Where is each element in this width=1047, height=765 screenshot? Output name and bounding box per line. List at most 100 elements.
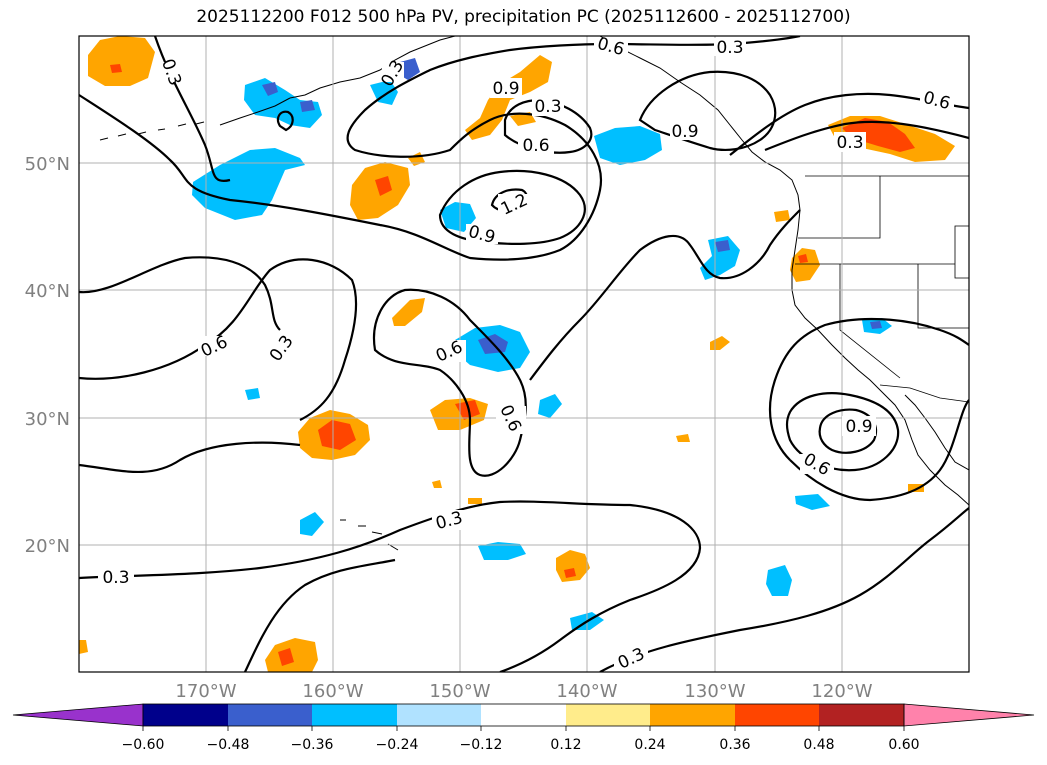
pv-contour (79, 36, 801, 261)
colorbar-tick: 0.36 (719, 737, 750, 753)
pv-contour (276, 110, 294, 132)
lon-label: 150°W (429, 681, 490, 702)
positive-anomaly-area (774, 210, 790, 222)
pv-contour (79, 500, 702, 672)
colorbar-segment (566, 704, 650, 726)
positive-anomaly-area (79, 640, 88, 654)
lon-label: 170°W (175, 681, 236, 702)
positive-anomaly-area (790, 248, 820, 282)
negative-anomaly-area (370, 80, 398, 105)
positive-anomaly-area (110, 64, 122, 73)
positive-anomaly-area (455, 400, 480, 420)
colorbar-tick: −0.60 (122, 737, 165, 753)
lon-label: 120°W (811, 681, 872, 702)
state-border (917, 264, 969, 329)
pv-contour (79, 258, 358, 421)
lon-label: 160°W (302, 681, 363, 702)
longitude-labels: 170°W 160°W 150°W 140°W 130°W 120°W (175, 681, 872, 702)
positive-anomaly-area (392, 298, 425, 326)
colorbar-tick: 0.12 (550, 737, 581, 753)
positive-anomaly-area (318, 420, 356, 450)
pv-contour (785, 392, 900, 472)
positive-anomaly-area (842, 118, 915, 152)
hawaii-islands (340, 519, 399, 551)
colorbar-tick: 0.24 (634, 737, 665, 753)
contour-label: 0.9 (845, 417, 872, 437)
contour-label: 0.9 (671, 122, 698, 142)
pv-contour (244, 558, 396, 672)
colorbar-segment (650, 704, 735, 726)
map-title: 2025112200 F012 500 hPa PV, precipitatio… (196, 7, 851, 27)
negative-anomaly-area (478, 542, 526, 560)
colorbar-tick: −0.36 (291, 737, 334, 753)
contour-label: 0.6 (522, 136, 549, 156)
colorbar-tick: 0.60 (888, 737, 919, 753)
baja-coastline (904, 394, 969, 471)
contour-label: 0.9 (492, 79, 519, 99)
state-border (954, 225, 969, 279)
pv-contour (789, 399, 969, 502)
colorbar-extend-high (903, 703, 1035, 727)
negative-anomaly-area (244, 78, 322, 128)
positive-anomaly-area (676, 434, 690, 442)
pv-contour (764, 120, 969, 152)
lat-label: 20°N (25, 536, 70, 557)
negative-anomaly-area (262, 82, 278, 96)
lat-label: 50°N (25, 154, 70, 175)
negative-anomaly-area (766, 565, 792, 596)
positive-anomaly-area (432, 480, 442, 488)
lat-label: 30°N (25, 409, 70, 430)
positive-anomaly-area (564, 568, 576, 578)
colorbar-tick: −0.12 (460, 737, 503, 753)
colorbar: −0.60 −0.48 −0.36 −0.24 −0.12 0.12 0.24 … (12, 703, 1035, 753)
aleutian-islands (99, 121, 205, 141)
negative-anomaly-area (245, 388, 260, 400)
negative-anomaly-area (715, 240, 730, 252)
negative-anomaly-area (870, 321, 882, 329)
colorbar-tick: 0.48 (803, 737, 834, 753)
colorbar-segment (312, 704, 397, 726)
contour-label: 0.3 (534, 97, 561, 117)
negative-anomaly-area (700, 236, 740, 280)
colorbar-extend-low (12, 703, 144, 727)
positive-anomaly-area (278, 648, 294, 666)
positive-anomaly-area (88, 36, 155, 86)
contour-label: 0.3 (102, 568, 129, 588)
contour-labels: 0.3 0.6 0.9 1.2 0.3 0.6 0.9 0.3 0.6 0.3 … (98, 36, 954, 672)
us-mexico-border (879, 384, 969, 403)
lon-label: 140°W (556, 681, 617, 702)
positive-anomaly-area (375, 176, 392, 196)
pacific-nw-coastline (599, 36, 801, 211)
positive-anomaly-area (556, 550, 590, 582)
alaska-coastline (289, 36, 456, 99)
colorbar-segment (481, 704, 566, 726)
pv-contour (818, 408, 878, 454)
negative-anomaly-area (538, 394, 562, 418)
positive-anomaly-area (798, 254, 808, 263)
colorbar-segment (143, 704, 228, 726)
pv-contour (638, 70, 777, 151)
colorbar-segment (228, 704, 312, 726)
plot-frame (78, 35, 970, 673)
negative-anomaly-area (192, 148, 305, 220)
colorbar-segment (397, 704, 481, 726)
contour-label: 0.3 (836, 133, 863, 153)
pv-contour (79, 441, 301, 474)
political-borders (795, 175, 969, 403)
pv-contour (79, 256, 281, 331)
negative-anomaly-area (300, 100, 315, 112)
alaska-peninsula-coastline (219, 97, 291, 126)
colorbar-tick: −0.24 (376, 737, 419, 753)
lon-label: 130°W (684, 681, 745, 702)
colorbar-tick: −0.48 (207, 737, 250, 753)
latitude-labels: 50°N 40°N 30°N 20°N (25, 154, 70, 557)
negative-anomaly-area (795, 494, 830, 510)
pv-contour (529, 209, 801, 381)
state-border (839, 264, 901, 379)
state-border (798, 176, 881, 239)
coastlines (99, 36, 969, 551)
positive-anomaly-area (510, 112, 536, 126)
pv-contour (768, 317, 969, 461)
negative-anomaly-area (594, 126, 662, 165)
positive-anomaly-area (468, 498, 482, 504)
